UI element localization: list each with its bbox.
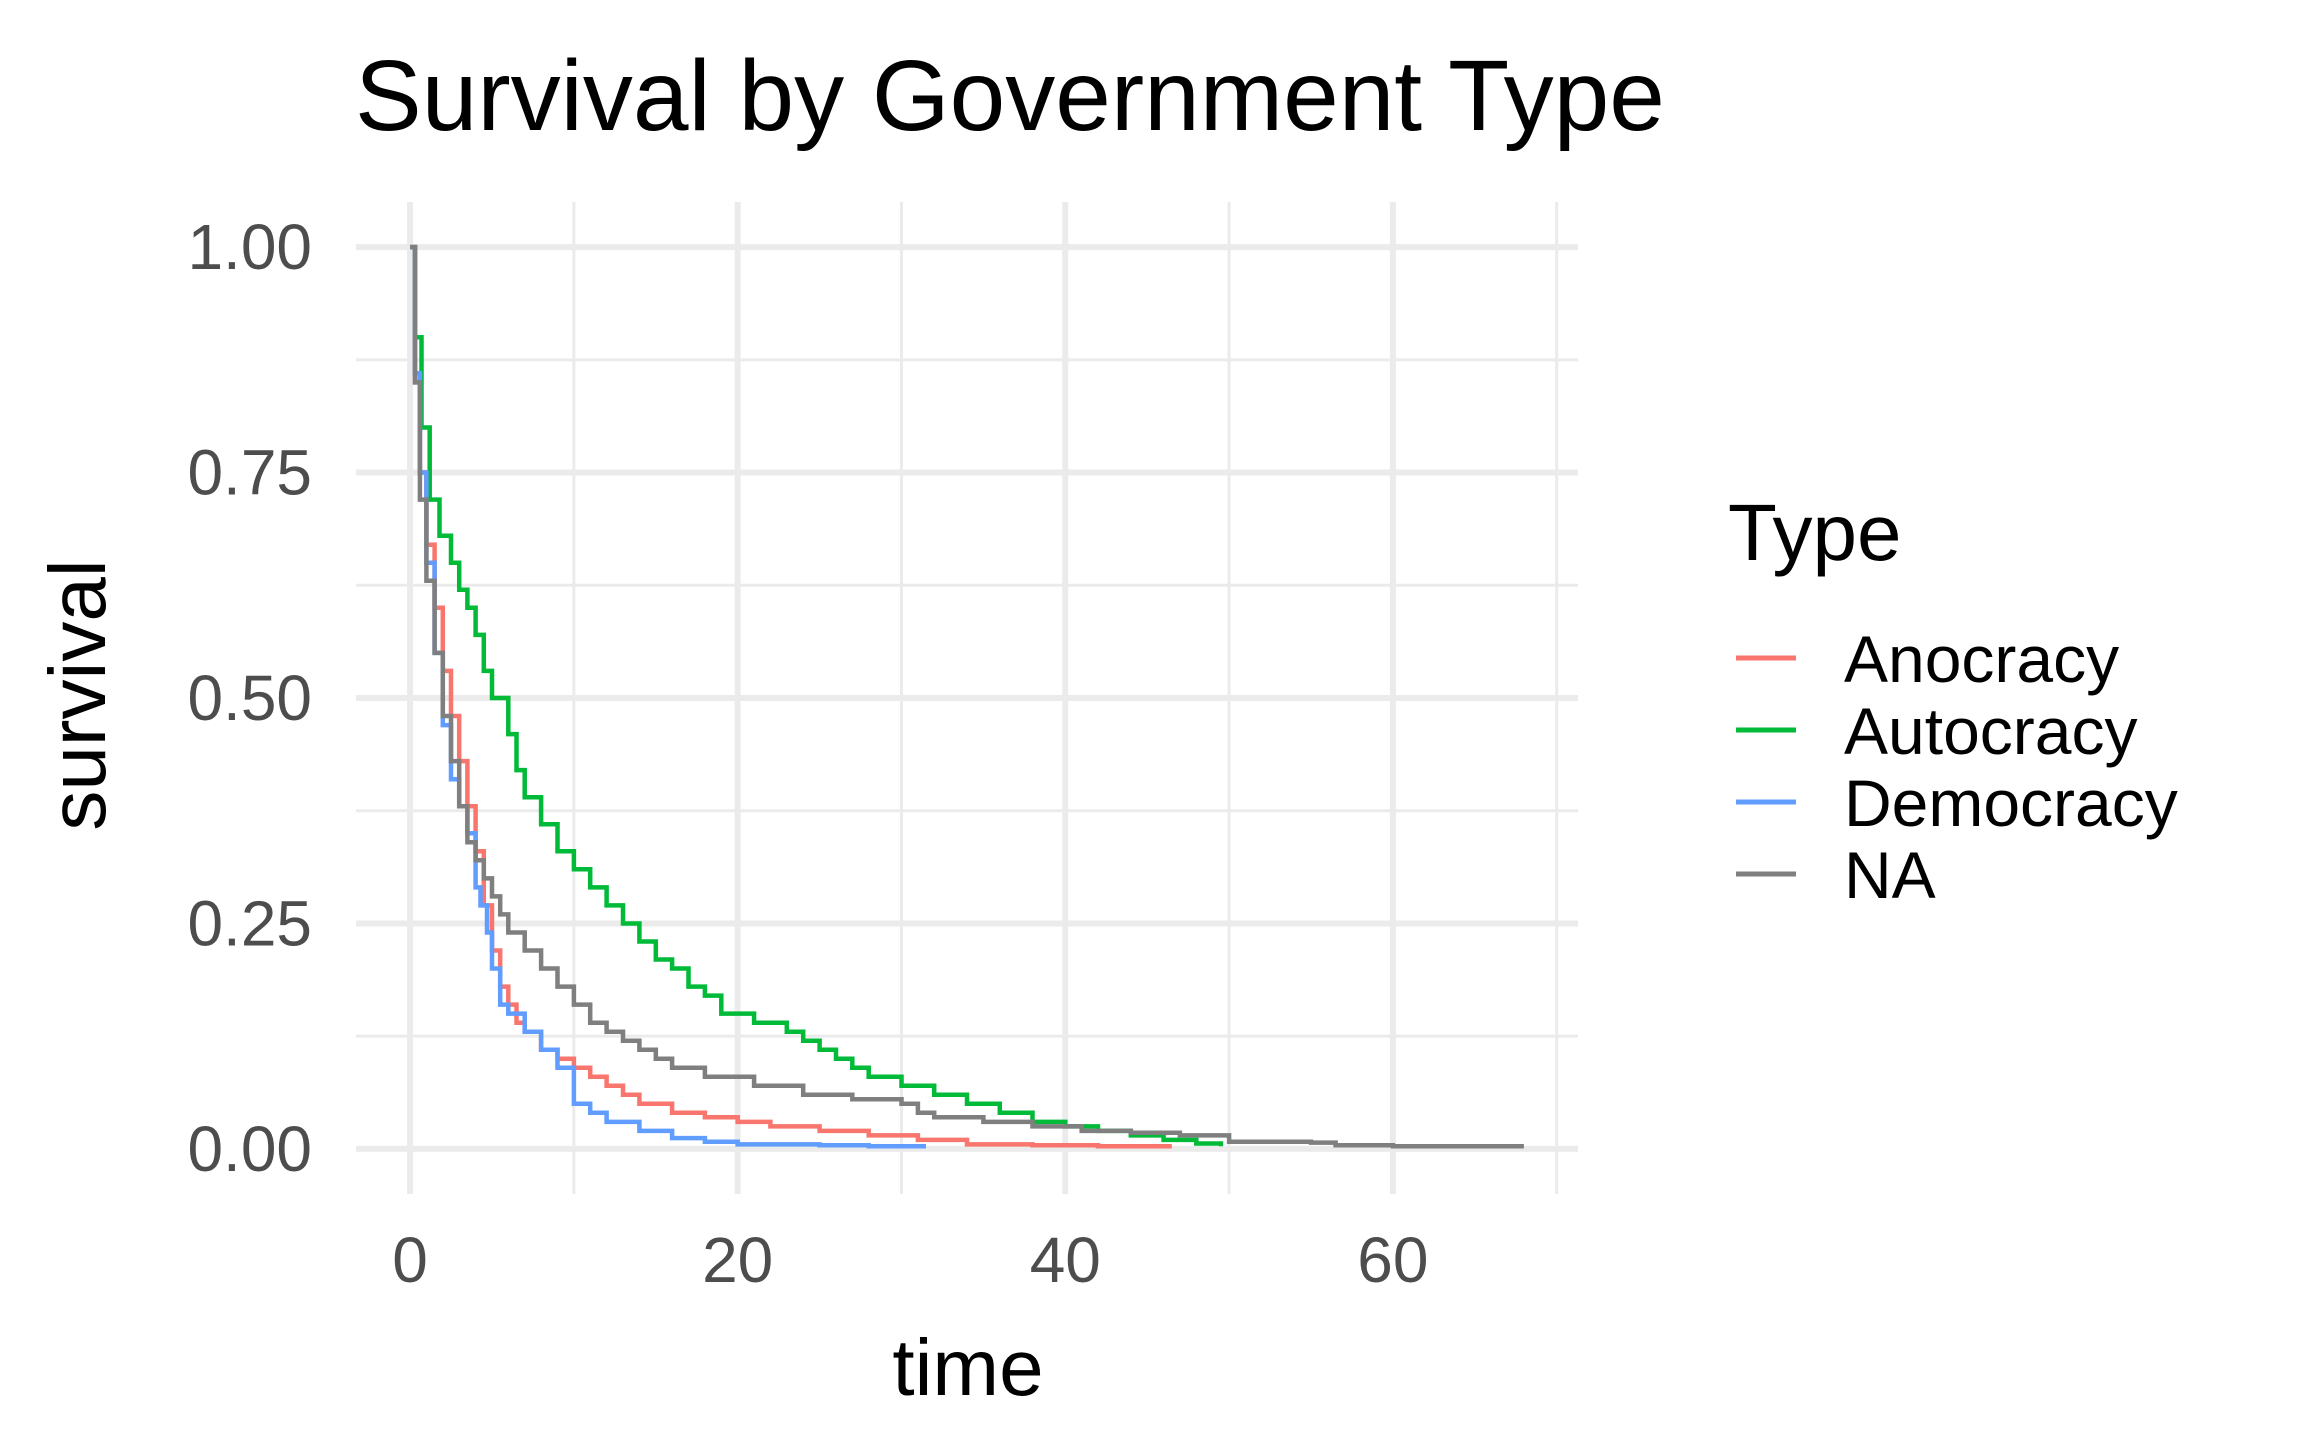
y-axis-label: survival bbox=[33, 559, 122, 830]
y-tick-label: 0.00 bbox=[187, 1113, 312, 1185]
major-gridlines bbox=[356, 202, 1578, 1194]
series-line-autocracy bbox=[410, 244, 1224, 1147]
legend-item-anocracy: Anocracy bbox=[1736, 622, 2119, 696]
legend-label: Autocracy bbox=[1844, 694, 2137, 768]
y-tick-label: 0.75 bbox=[187, 437, 312, 509]
y-tick-label: 1.00 bbox=[187, 211, 312, 283]
y-tick-label: 0.25 bbox=[187, 887, 312, 959]
x-tick-label: 20 bbox=[702, 1224, 773, 1296]
legend-label: Democracy bbox=[1844, 766, 2178, 840]
legend-label: NA bbox=[1844, 838, 1936, 912]
x-tick-label: 0 bbox=[392, 1224, 428, 1296]
y-tick-label: 0.50 bbox=[187, 662, 312, 734]
legend-item-democracy: Democracy bbox=[1736, 766, 2178, 840]
chart-title: Survival by Government Type bbox=[355, 40, 1665, 152]
x-axis-label: time bbox=[892, 1323, 1043, 1412]
survival-curves bbox=[410, 244, 1524, 1149]
x-tick-label: 40 bbox=[1030, 1224, 1101, 1296]
legend-title: Type bbox=[1728, 488, 1901, 577]
x-axis-ticks: 0 20 40 60 bbox=[392, 1224, 1428, 1296]
legend-item-na: NA bbox=[1736, 838, 1936, 912]
legend-item-autocracy: Autocracy bbox=[1736, 694, 2137, 768]
y-axis-ticks: 0.00 0.25 0.50 0.75 1.00 bbox=[187, 211, 312, 1185]
x-tick-label: 60 bbox=[1357, 1224, 1428, 1296]
legend-label: Anocracy bbox=[1844, 622, 2119, 696]
series-line-na bbox=[410, 244, 1524, 1149]
